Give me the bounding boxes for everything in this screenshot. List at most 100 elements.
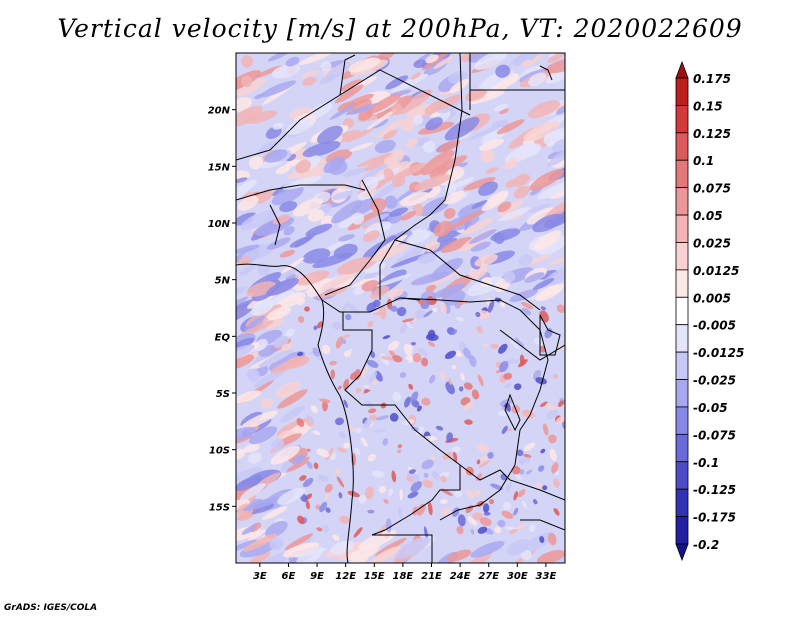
velocity-patch <box>376 274 412 287</box>
velocity-patch <box>418 348 428 356</box>
velocity-patch <box>343 350 351 358</box>
velocity-patch <box>449 209 484 230</box>
velocity-patch <box>509 339 520 350</box>
velocity-patch <box>338 431 346 439</box>
velocity-patch <box>243 533 278 552</box>
velocity-patch <box>542 485 548 491</box>
velocity-patch <box>422 479 433 489</box>
velocity-patch <box>343 93 374 109</box>
velocity-patch <box>385 75 409 90</box>
velocity-patch <box>416 405 422 412</box>
velocity-patch <box>371 470 385 478</box>
velocity-patch <box>382 335 391 340</box>
velocity-patch <box>355 387 362 394</box>
velocity-patch <box>336 476 345 488</box>
velocity-patch <box>366 302 377 313</box>
velocity-patch <box>487 299 495 314</box>
velocity-patch <box>382 129 398 140</box>
velocity-patch <box>370 350 376 358</box>
velocity-patch <box>302 76 317 86</box>
velocity-patch <box>470 529 475 535</box>
velocity-patch <box>446 549 472 562</box>
velocity-patch <box>503 372 513 380</box>
map-frame <box>235 52 566 564</box>
velocity-patch <box>517 489 526 498</box>
velocity-patch <box>241 55 253 68</box>
velocity-patch <box>239 483 266 501</box>
velocity-patch <box>420 150 455 176</box>
velocity-patch <box>478 181 498 196</box>
colorbar-swatch <box>675 324 689 353</box>
velocity-patch <box>302 141 341 158</box>
velocity-patch <box>321 344 331 355</box>
velocity-patch <box>412 353 422 363</box>
velocity-patch <box>520 549 532 561</box>
velocity-patch <box>398 89 433 115</box>
velocity-patch <box>348 142 374 152</box>
velocity-patch <box>368 408 377 414</box>
velocity-patch <box>545 403 556 411</box>
velocity-patch <box>497 519 506 528</box>
velocity-patch <box>236 390 262 404</box>
velocity-patch <box>248 156 263 170</box>
velocity-patch <box>523 453 532 458</box>
velocity-patch <box>390 73 429 93</box>
velocity-patch <box>532 230 562 251</box>
velocity-patch <box>304 306 310 312</box>
velocity-patch <box>384 195 398 209</box>
velocity-patch <box>336 447 347 453</box>
velocity-patch <box>306 415 315 424</box>
velocity-patch <box>322 524 330 533</box>
velocity-patch <box>547 434 557 444</box>
velocity-patch <box>546 146 565 167</box>
velocity-patch <box>476 443 490 452</box>
velocity-patch <box>366 359 379 368</box>
velocity-patch <box>480 455 489 462</box>
velocity-patch <box>498 206 531 222</box>
velocity-patch <box>316 527 323 532</box>
velocity-patch <box>412 136 430 147</box>
colorbar-swatch <box>675 351 689 380</box>
velocity-patch <box>239 265 255 276</box>
velocity-patch <box>312 347 320 357</box>
velocity-patch <box>523 442 536 452</box>
velocity-patch <box>236 474 262 487</box>
velocity-patch <box>412 114 424 126</box>
velocity-patch <box>237 195 259 211</box>
velocity-patch <box>425 54 439 64</box>
velocity-patch <box>414 309 426 320</box>
velocity-patch <box>319 398 331 403</box>
velocity-patch <box>389 412 399 422</box>
velocity-patch <box>270 445 301 465</box>
colorbar-swatch <box>675 105 689 134</box>
velocity-patch <box>482 503 490 513</box>
velocity-patch <box>299 475 307 481</box>
velocity-patch <box>439 475 447 483</box>
chart-title: Vertical velocity [m/s] at 200hPa, VT: 2… <box>57 14 743 43</box>
velocity-patch <box>421 397 431 406</box>
velocity-patch <box>389 305 398 312</box>
velocity-patch <box>446 432 453 443</box>
velocity-patch <box>275 164 291 175</box>
velocity-patch <box>324 492 329 502</box>
velocity-patch <box>553 507 560 516</box>
velocity-patch <box>320 271 357 291</box>
velocity-patch <box>468 355 477 367</box>
velocity-patch <box>305 500 310 510</box>
colorbar-swatch <box>675 488 689 517</box>
velocity-patch <box>458 386 464 392</box>
velocity-patch <box>272 214 291 225</box>
colorbar-label: -0.125 <box>693 483 736 497</box>
velocity-patch <box>493 232 505 245</box>
velocity-patch <box>432 307 438 313</box>
velocity-patch <box>551 462 559 474</box>
velocity-patch <box>400 118 415 132</box>
velocity-patch <box>248 529 266 541</box>
lat-tick-label: 5N <box>215 276 231 287</box>
velocity-patch <box>400 211 417 221</box>
velocity-patch <box>283 226 295 236</box>
velocity-patch <box>410 271 450 286</box>
velocity-patch <box>361 280 380 292</box>
velocity-patch <box>241 75 253 88</box>
